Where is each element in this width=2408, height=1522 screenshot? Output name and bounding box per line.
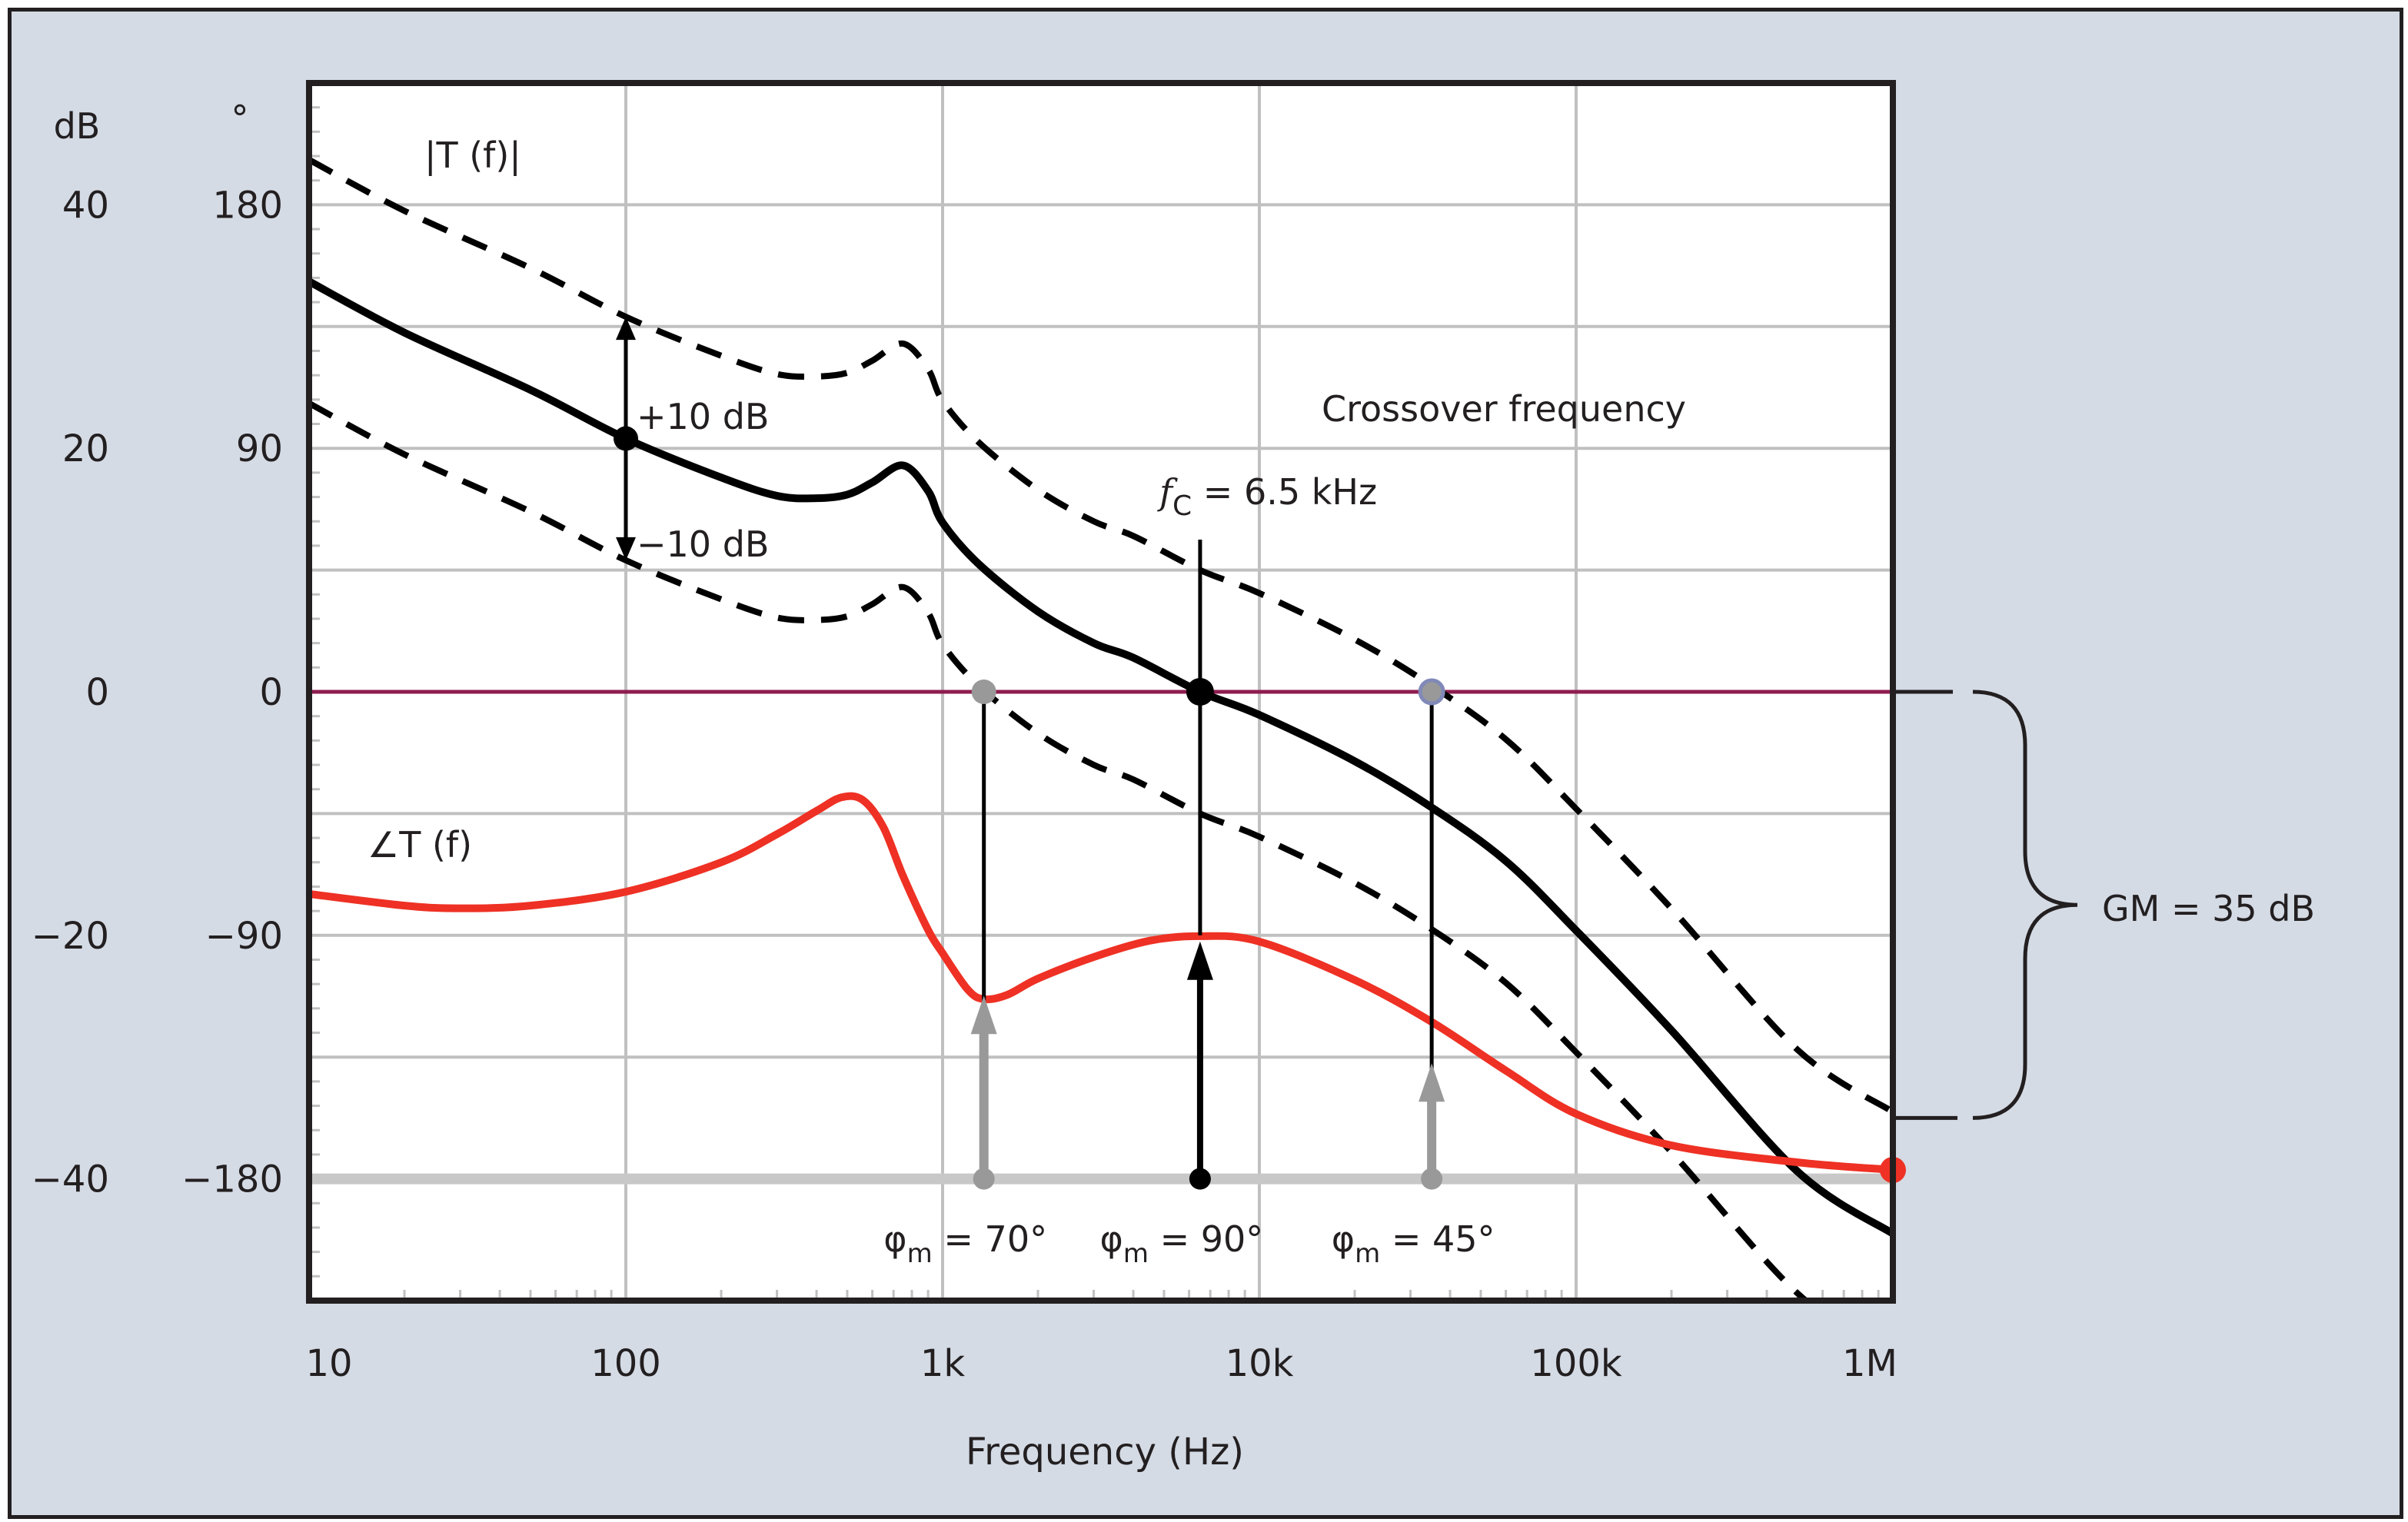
x-tick-label: 10k — [1226, 1342, 1294, 1385]
phase-margin-label: φm = 70° — [883, 1218, 1047, 1269]
minus-10db-label: −10 dB — [637, 523, 769, 565]
plus-10db-label: +10 dB — [637, 396, 769, 437]
x-tick-label: 100k — [1530, 1342, 1622, 1385]
y-axis-label-db: dB — [54, 105, 101, 147]
y-tick-label-db: −20 — [32, 915, 109, 958]
grid — [309, 83, 1893, 1301]
phi-subscript: m — [907, 1238, 933, 1269]
x-tick-label: 1k — [920, 1342, 966, 1385]
phase-line — [309, 792, 1893, 1174]
phase-margin-label: φm = 45° — [1332, 1218, 1495, 1269]
y-tick-label-db: 20 — [62, 427, 109, 470]
phase-label: ∠T (f) — [368, 824, 472, 866]
phi-subscript: m — [1355, 1238, 1380, 1269]
gain-margin-label: GM = 35 dB — [2102, 888, 2315, 929]
crossover-dot — [1186, 678, 1214, 706]
markers — [614, 317, 1906, 1183]
phase-margin-base-dot — [973, 1168, 995, 1190]
phi-symbol: φ — [883, 1218, 906, 1260]
x-tick-label: 10 — [305, 1342, 352, 1385]
y-tick-label-deg: −90 — [205, 915, 283, 958]
series-group — [309, 157, 1893, 1301]
y-tick-labels: 40 20 0 −20 −40 180 90 0 −90 −180 — [32, 184, 283, 1201]
y-tick-label-db: 40 — [62, 184, 109, 227]
phase-margin-arrowhead — [970, 995, 997, 1035]
magnitude-label: |T (f)| — [424, 135, 521, 177]
phase-margin-labels: φm = 70° φm = 90° φm = 45° — [883, 1218, 1495, 1269]
crossover-high-dot — [1418, 678, 1445, 706]
y-tick-label-deg: 90 — [236, 427, 283, 470]
arrowhead-down — [616, 537, 636, 560]
phi-symbol: φ — [1332, 1218, 1355, 1260]
lower-bound-dashed-line — [309, 400, 1811, 1301]
phase-margin-base-dot — [1189, 1168, 1211, 1190]
fc-subscript: C — [1172, 490, 1192, 522]
phase-margin-label: φm = 90° — [1100, 1218, 1264, 1269]
fc-value: = 6.5 kHz — [1192, 471, 1377, 513]
y-tick-label-deg: −180 — [181, 1158, 283, 1201]
y-tick-label-deg: 0 — [259, 671, 283, 714]
phase-margin-arrowhead — [1186, 941, 1213, 980]
crossover-low-dot — [971, 680, 996, 704]
upper-bound-dashed-line — [309, 157, 1893, 1115]
magnitude-line — [309, 277, 1893, 1238]
phase-margin-arrows — [970, 540, 1445, 1190]
phi-symbol: φ — [1100, 1218, 1123, 1260]
crossover-title: Crossover frequency — [1322, 388, 1686, 430]
x-tick-label: 100 — [590, 1342, 661, 1385]
gain-margin-bracket — [1893, 690, 2078, 1120]
x-tick-labels: 10 100 1k 10k 100k 1M — [305, 1342, 1897, 1385]
phase-margin-base-dot — [1421, 1168, 1443, 1190]
y-tick-label-db: 0 — [85, 671, 109, 714]
phi-value: = 70° — [933, 1218, 1047, 1260]
crossover-value: fC = 6.5 kHz — [1157, 471, 1377, 522]
y-tick-label-deg: 180 — [212, 184, 283, 227]
phi-value: = 90° — [1149, 1218, 1263, 1260]
phi-subscript: m — [1123, 1238, 1149, 1269]
gm-brace — [1972, 690, 2078, 1120]
x-axis-label: Frequency (Hz) — [966, 1431, 1244, 1474]
x-tick-label: 1M — [1842, 1342, 1897, 1385]
arrowhead-up — [616, 317, 636, 341]
y-axis-label-deg: ° — [231, 98, 249, 139]
phase-margin-arrowhead — [1419, 1063, 1445, 1102]
reference-lines — [309, 690, 1893, 1185]
phi-value: = 45° — [1380, 1218, 1495, 1260]
magnitude-point-100hz — [614, 426, 638, 451]
y-tick-label-db: −40 — [32, 1158, 109, 1201]
